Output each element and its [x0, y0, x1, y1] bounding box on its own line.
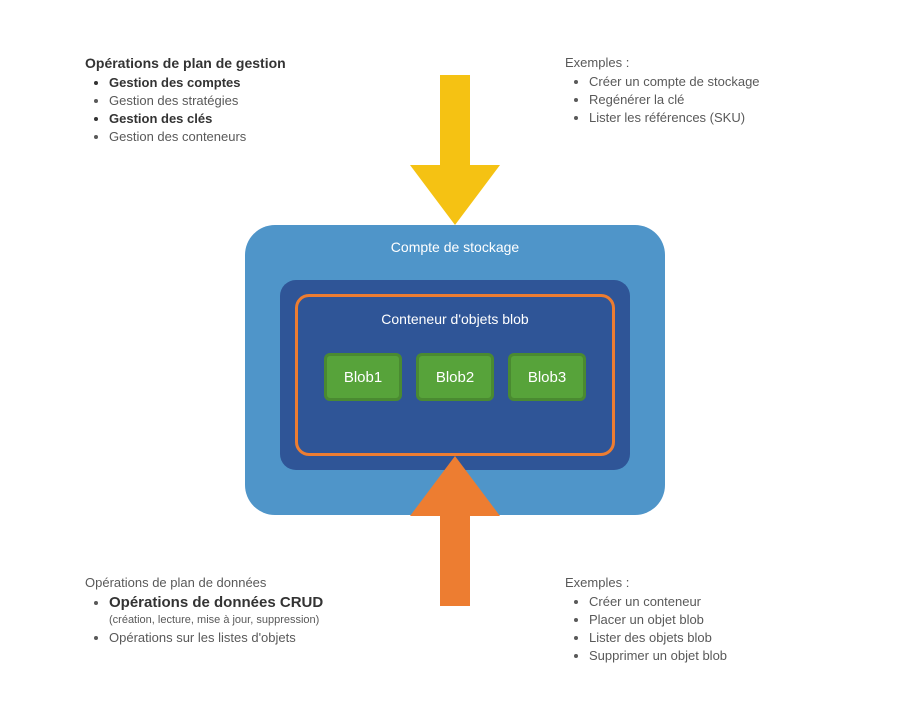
data-examples-block: Exemples : Créer un conteneur Placer un …: [565, 575, 855, 666]
management-examples-title: Exemples :: [565, 55, 855, 70]
data-plane-title: Opérations de plan de données: [85, 575, 405, 590]
management-examples-block: Exemples : Créer un compte de stockage R…: [565, 55, 855, 128]
blob-box: Blob3: [508, 353, 586, 401]
data-example: Créer un conteneur: [589, 594, 855, 609]
blob-box: Blob2: [416, 353, 494, 401]
management-item: Gestion des clés: [109, 111, 345, 126]
blobs-row: Blob1 Blob2 Blob3: [298, 353, 612, 401]
management-item: Gestion des comptes: [109, 75, 345, 90]
top-arrow-icon: [410, 75, 500, 225]
data-plane-block: Opérations de plan de données Opérations…: [85, 575, 405, 648]
management-example: Lister les références (SKU): [589, 110, 855, 125]
management-examples-list: Créer un compte de stockage Regénérer la…: [565, 74, 855, 125]
data-examples-list: Créer un conteneur Placer un objet blob …: [565, 594, 855, 663]
management-item: Gestion des conteneurs: [109, 129, 345, 144]
management-title: Opérations de plan de gestion: [85, 55, 345, 71]
management-example: Créer un compte de stockage: [589, 74, 855, 89]
bottom-arrow-icon: [410, 456, 500, 606]
blob-box: Blob1: [324, 353, 402, 401]
data-example: Placer un objet blob: [589, 612, 855, 627]
data-plane-item-note: (création, lecture, mise à jour, suppres…: [109, 614, 405, 626]
management-item: Gestion des stratégies: [109, 93, 345, 108]
management-list: Gestion des comptes Gestion des stratégi…: [85, 75, 345, 144]
data-plane-item: Opérations sur les listes d'objets: [109, 630, 405, 645]
data-plane-list: Opérations de données CRUD: [85, 594, 405, 611]
data-examples-title: Exemples :: [565, 575, 855, 590]
management-example: Regénérer la clé: [589, 92, 855, 107]
data-plane-list-2: Opérations sur les listes d'objets: [85, 630, 405, 645]
blob-container-label: Conteneur d'objets blob: [298, 297, 612, 327]
data-example: Lister des objets blob: [589, 630, 855, 645]
management-plane-block: Opérations de plan de gestion Gestion de…: [85, 55, 345, 147]
blob-inner-box: Conteneur d'objets blob Blob1 Blob2 Blob…: [295, 294, 615, 456]
data-plane-item: Opérations de données CRUD: [109, 594, 405, 611]
data-example: Supprimer un objet blob: [589, 648, 855, 663]
storage-account-label: Compte de stockage: [245, 225, 665, 255]
